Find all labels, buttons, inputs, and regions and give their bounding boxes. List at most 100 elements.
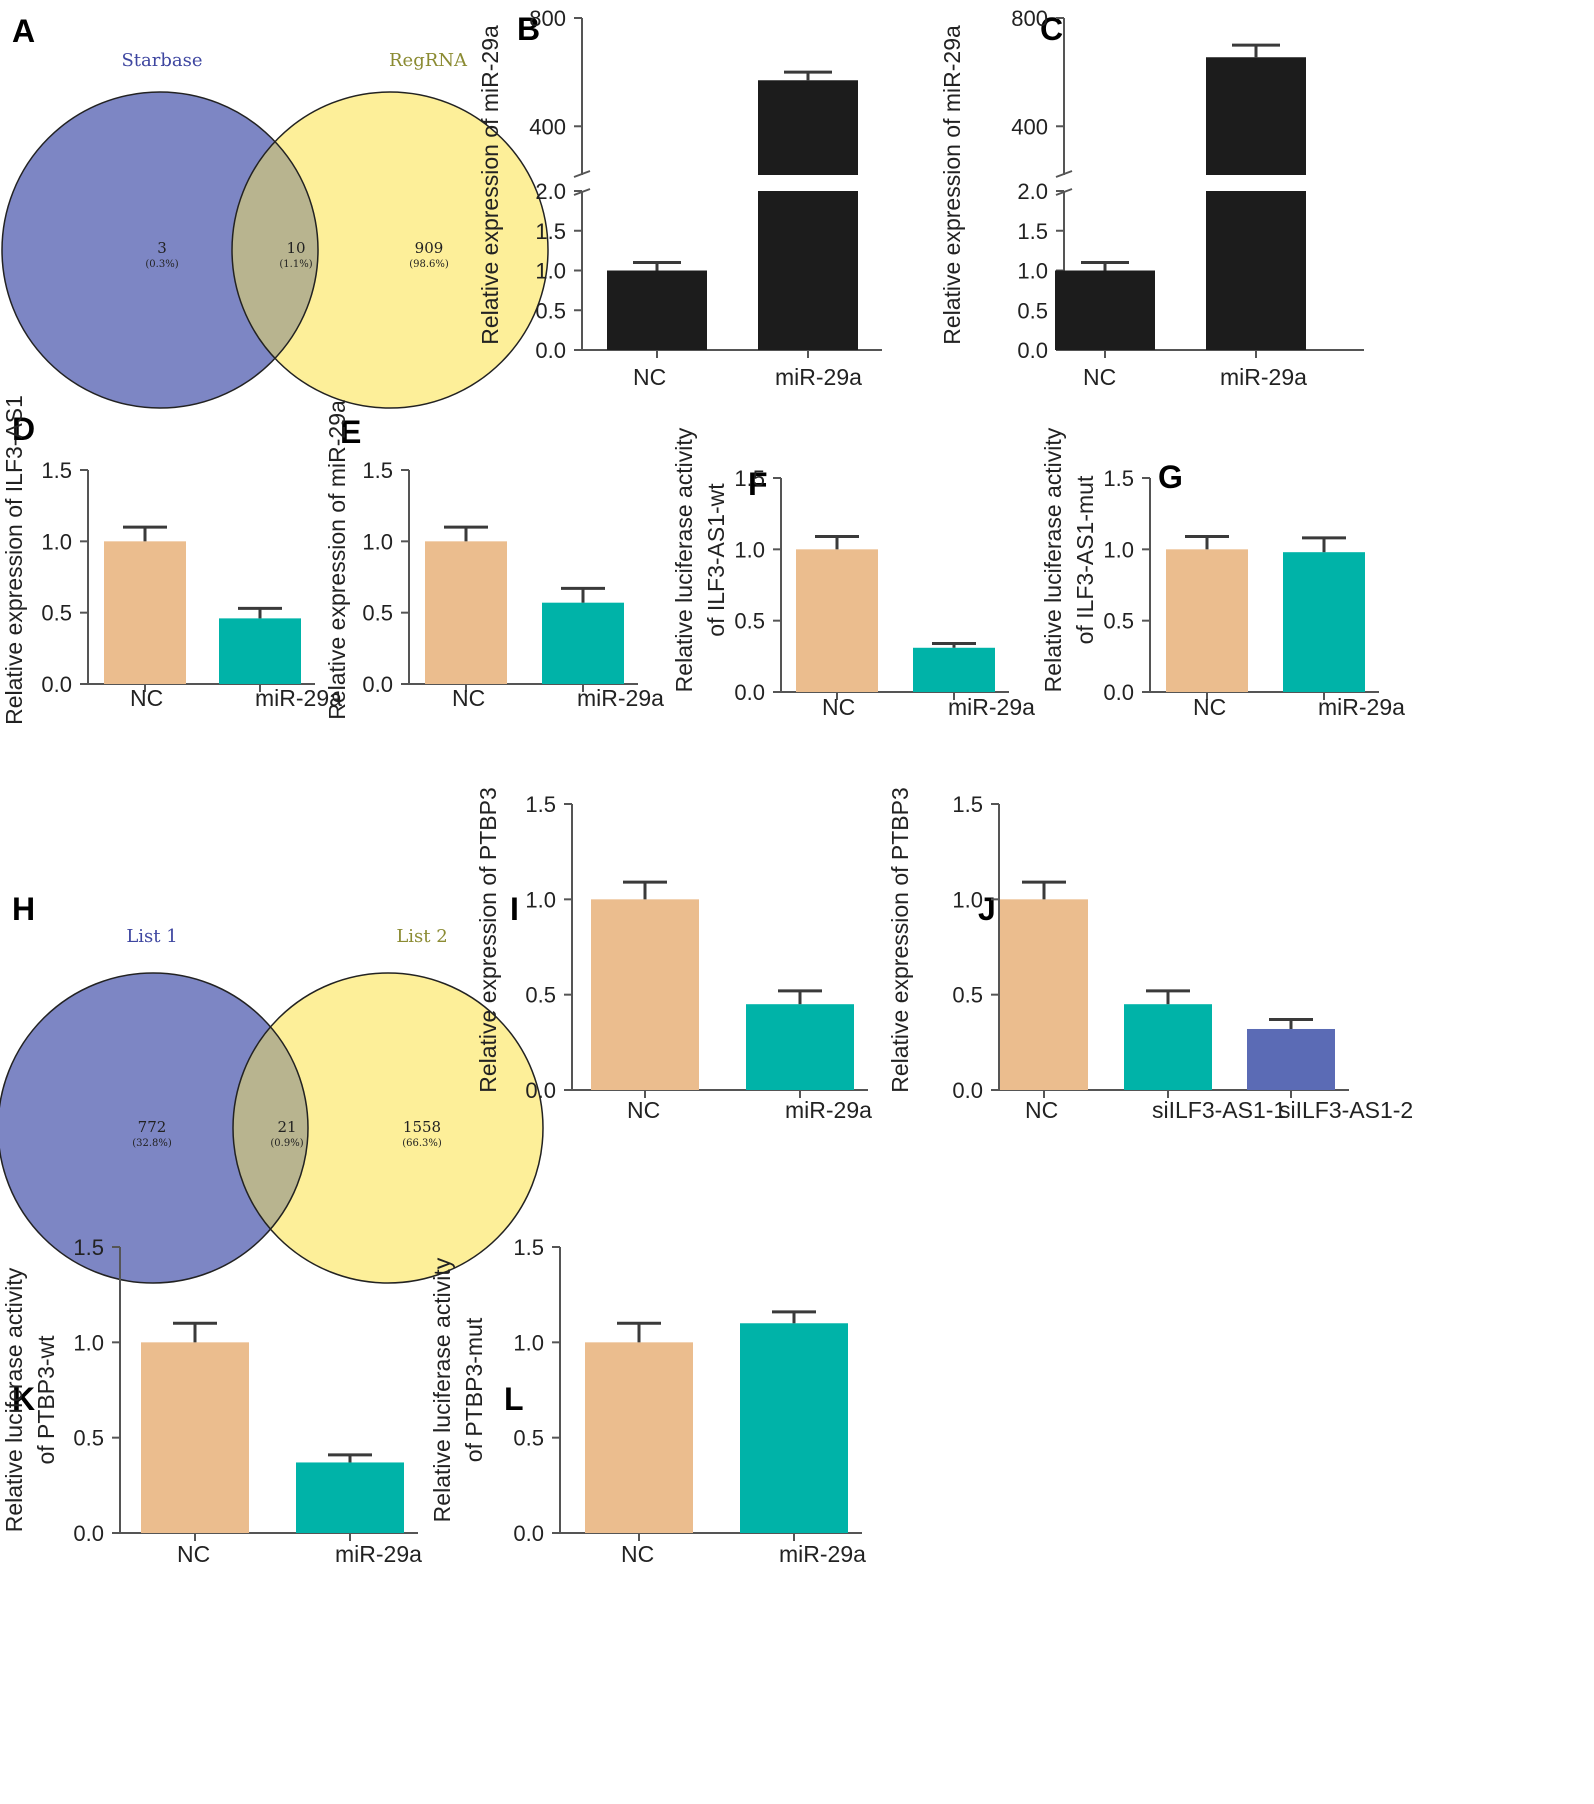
venn-left-circle [2,92,318,408]
y-tick-label: 1.5 [362,458,393,483]
x-category-label: miR-29a [335,1541,422,1567]
y-axis-label: Relative expression of miR-29a [939,25,965,345]
y-tick-label: 0.5 [525,983,556,1008]
bar [296,1462,404,1533]
venn-overlap-region [231,141,319,359]
y-tick-label: 1.5 [535,219,566,244]
bar-chart-c: 0.0 0.5 1.0 1.5 2.0 400 800 NC miR-29a Relative e… [939,6,1364,390]
y-tick-label: 0.0 [1103,680,1134,705]
venn-left-label: Starbase [121,50,202,71]
y-axis-label: of PTBP3-mut [461,1317,487,1462]
x-category-label: NC [627,1097,660,1123]
bar [1247,1028,1335,1090]
bar-chart-i: 0.0 0.5 1.0 1.5 NC miR-29a Relative expression… [475,787,872,1123]
venn-left-circle [0,973,308,1283]
bar [585,1342,693,1533]
y-axis-label: Relative expression of ILF3-AS1 [1,395,27,725]
panel-label-i: I [510,891,519,927]
y-axis-label: Relative luciferase activity [1,1267,27,1532]
y-tick-label: 1.0 [952,887,983,912]
bar-chart-b: 0.0 0.5 1.0 1.5 2.0 400 800 NC miR-29a Relative e… [477,6,882,390]
bar [758,80,858,175]
axis-break-mark [573,170,591,178]
panel-label-e: E [340,414,361,450]
y-tick-label: 400 [529,114,566,139]
y-tick-label: 0.0 [362,672,393,697]
bar [1206,191,1306,350]
x-category-label: miR-29a [1318,694,1405,720]
x-category-label: miR-29a [775,364,862,390]
y-tick-label: 1.5 [513,1235,544,1260]
y-tick-label: 0.5 [41,601,72,626]
y-tick-label: 1.5 [952,792,983,817]
bar [607,270,707,350]
venn-left-count: 3 [157,239,167,257]
axis-break-mark [1055,170,1073,178]
y-tick-label: 1.5 [73,1235,104,1260]
y-axis-label: Relative expression of miR-29a [324,400,350,720]
y-tick-label: 1.0 [1017,259,1048,284]
venn-right-count: 1558 [403,1118,441,1136]
bar-chart-k: 0.0 0.5 1.0 1.5 NC miR-29a Relative luciferase… [1,1235,422,1567]
y-tick-label: 2.0 [535,179,566,204]
bar-chart-l: 0.0 0.5 1.0 1.5 NC miR-29a Relative luciferase… [429,1235,866,1567]
y-tick-label: 1.0 [1103,537,1134,562]
venn-overlap-region [232,1026,309,1230]
bar [219,618,301,684]
y-tick-label: 1.5 [1103,466,1134,491]
panel-label-c: C [1040,11,1063,47]
x-category-label: NC [633,364,666,390]
bar [913,647,995,692]
x-category-label: NC [1193,694,1226,720]
bar-chart-f: 0.0 0.5 1.0 1.5 NC miR-29a Relative luciferase… [671,427,1035,720]
y-tick-label: 400 [1011,114,1048,139]
y-tick-label: 0.0 [535,338,566,363]
x-category-label: miR-29a [255,685,342,711]
y-tick-label: 1.5 [41,458,72,483]
bar [796,549,878,692]
bar [746,1004,854,1090]
venn-overlap-count: 10 [286,239,305,257]
y-tick-label: 1.0 [41,529,72,554]
venn-right-label: List 2 [396,926,447,947]
venn-overlap-pct: (0.9%) [270,1138,303,1149]
x-category-label: miR-29a [779,1541,866,1567]
y-tick-label: 1.5 [734,466,765,491]
y-tick-label: 0.0 [734,680,765,705]
y-tick-label: 1.5 [525,792,556,817]
panel-label-a: A [12,13,35,49]
venn-right-circle [233,973,543,1283]
y-tick-label: 0.0 [952,1078,983,1103]
y-tick-label: 0.5 [362,601,393,626]
bar [104,541,186,684]
venn-right-circle [232,92,548,408]
y-tick-label: 1.0 [73,1330,104,1355]
x-category-label: miR-29a [1220,364,1307,390]
y-tick-label: 0.0 [513,1521,544,1546]
venn-diagram-a: Starbase RegRNA 3 (0.3%) 10 (1.1%) 909 (… [1,50,549,409]
bar [425,541,507,684]
bar [1283,552,1365,692]
venn-left-label: List 1 [126,926,177,947]
panel-label-h: H [12,891,35,927]
panel-label-k: K [12,1381,35,1417]
y-axis-label: Relative expression of miR-29a [477,25,503,345]
bar [1055,270,1155,350]
bar-chart-d: 0.0 0.5 1.0 1.5 NC miR-29a Relative expression… [1,395,342,725]
y-axis-label: Relative expression of PTBP3 [475,787,501,1093]
x-category-label: siILF3-AS1-1 [1152,1097,1286,1123]
x-category-label: NC [177,1541,210,1567]
bar [591,899,699,1090]
y-tick-label: 0.0 [525,1078,556,1103]
x-category-label: NC [1025,1097,1058,1123]
y-tick-label: 800 [529,6,566,31]
y-axis-label: of ILF3-AS1-mut [1072,475,1098,644]
venn-right-pct: (98.6%) [409,259,449,270]
bar [1206,57,1306,175]
bar [1166,549,1248,692]
y-tick-label: 0.5 [1017,298,1048,323]
bar-chart-g: 0.0 0.5 1.0 1.5 NC miR-29a Relative luciferase… [1040,427,1405,720]
panel-label-g: G [1158,459,1183,495]
panel-label-b: B [517,11,540,47]
